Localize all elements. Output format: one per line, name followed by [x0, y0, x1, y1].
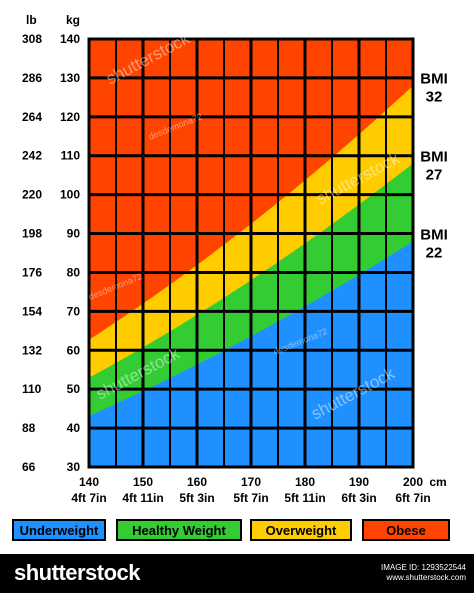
y-tick-lb: 110 — [22, 382, 42, 396]
x-tick-ftin: 4ft 11in — [122, 491, 163, 505]
chart-svg: lb kg 140 308 130 286 120 264 110 242 100 220 90 198 8… — [22, 13, 448, 505]
legend: Underweight Healthy Weight Overweight Ob… — [0, 515, 474, 547]
x-tick-ftin: 5ft 7in — [233, 491, 268, 505]
legend-underweight: Underweight — [12, 519, 106, 541]
y-tick-kg: 30 — [67, 460, 81, 474]
y-tick-lb: 176 — [22, 265, 42, 279]
bmi-32-value: 32 — [426, 89, 443, 106]
shutterstock-logo: shutterstock — [14, 560, 141, 585]
bmi-22-label: BMI — [420, 226, 448, 243]
bmi-27-value: 27 — [426, 167, 443, 184]
bmi-22-value: 22 — [426, 244, 443, 261]
footer-bar: shutterstock IMAGE ID: 1293522544 www.sh… — [0, 554, 474, 593]
image-id: IMAGE ID: 1293522544 — [381, 563, 466, 572]
y-tick-lb: 66 — [22, 460, 36, 474]
y-tick-lb: 88 — [22, 421, 36, 435]
footer-site: www.shutterstock.com — [386, 573, 466, 582]
y-tick-lb: 264 — [22, 110, 42, 124]
y-tick-kg: 60 — [67, 343, 81, 357]
y-tick-lb: 220 — [22, 188, 42, 202]
x-tick-cm: 160 — [187, 475, 207, 489]
x-tick-ftin: 5ft 3in — [179, 491, 214, 505]
legend-underweight-label: Underweight — [19, 522, 99, 538]
legend-healthy-weight: Healthy Weight — [116, 519, 242, 541]
bmi-27-label: BMI — [420, 149, 448, 166]
y-tick-kg: 70 — [67, 304, 81, 318]
x-tick-ftin: 6ft 7in — [395, 491, 430, 505]
y-tick-lb: 286 — [22, 71, 42, 85]
y-tick-lb: 308 — [22, 32, 42, 46]
kg-axis-unit: kg — [66, 13, 80, 27]
y-tick-kg: 90 — [67, 227, 81, 241]
y-tick-lb: 242 — [22, 149, 42, 163]
y-tick-kg: 120 — [60, 110, 80, 124]
legend-obese-label: Obese — [386, 522, 426, 538]
y-tick-kg: 110 — [61, 149, 81, 163]
x-tick-cm: 150 — [133, 475, 153, 489]
legend-healthy-weight-label: Healthy Weight — [132, 522, 226, 538]
x-tick-ftin: 6ft 3in — [341, 491, 376, 505]
x-tick-ftin: 4ft 7in — [71, 491, 106, 505]
footer-info: IMAGE ID: 1293522544 www.shutterstock.co… — [381, 563, 466, 583]
plot-frame — [87, 37, 415, 469]
y-tick-kg: 100 — [60, 188, 80, 202]
legend-overweight-label: Overweight — [265, 522, 337, 538]
y-tick-lb: 154 — [22, 304, 42, 318]
y-tick-lb: 198 — [22, 227, 42, 241]
legend-obese: Obese — [362, 519, 450, 541]
bmi-chart: lb kg 140 308 130 286 120 264 110 242 100 220 90 198 8… — [22, 13, 448, 505]
x-tick-cm: 140 — [79, 475, 99, 489]
y-tick-kg: 50 — [67, 382, 81, 396]
x-tick-cm: 190 — [349, 475, 369, 489]
x-tick-cm: 200 — [403, 475, 423, 489]
y-tick-kg: 80 — [67, 265, 81, 279]
lb-axis-unit: lb — [26, 13, 37, 27]
x-axis-unit: cm — [429, 475, 446, 489]
x-tick-cm: 170 — [241, 475, 261, 489]
x-tick-cm: 180 — [295, 475, 315, 489]
y-tick-kg: 40 — [67, 421, 81, 435]
bmi-32-label: BMI — [420, 71, 448, 88]
legend-overweight: Overweight — [250, 519, 352, 541]
y-tick-kg: 130 — [60, 71, 80, 85]
y-tick-kg: 140 — [60, 32, 80, 46]
y-tick-lb: 132 — [22, 343, 42, 357]
x-tick-ftin: 5ft 11in — [284, 491, 325, 505]
